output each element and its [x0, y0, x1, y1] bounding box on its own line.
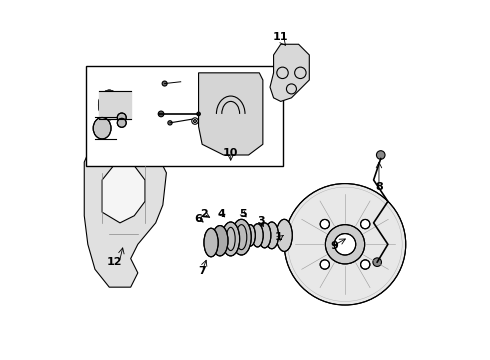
Circle shape: [373, 258, 381, 266]
Text: 10: 10: [223, 148, 239, 158]
Circle shape: [325, 225, 365, 264]
Polygon shape: [198, 73, 263, 155]
Ellipse shape: [232, 219, 251, 255]
Text: 11: 11: [273, 32, 289, 42]
Text: 7: 7: [198, 266, 206, 276]
Text: 4: 4: [218, 209, 226, 219]
Circle shape: [162, 81, 167, 86]
Ellipse shape: [252, 224, 263, 247]
Text: 5: 5: [240, 209, 247, 219]
Circle shape: [376, 151, 385, 159]
Circle shape: [158, 111, 164, 117]
Ellipse shape: [276, 219, 293, 251]
Ellipse shape: [93, 117, 111, 139]
Circle shape: [361, 220, 370, 229]
Circle shape: [320, 220, 329, 229]
Text: 3: 3: [257, 216, 265, 226]
Circle shape: [197, 112, 200, 116]
Ellipse shape: [212, 226, 228, 256]
Ellipse shape: [98, 90, 120, 120]
Circle shape: [361, 260, 370, 269]
Ellipse shape: [117, 118, 126, 127]
Circle shape: [168, 121, 172, 125]
Polygon shape: [102, 162, 145, 223]
Text: 2: 2: [200, 209, 208, 219]
Circle shape: [194, 120, 196, 122]
Text: 9: 9: [330, 241, 338, 251]
Ellipse shape: [204, 228, 218, 257]
Ellipse shape: [222, 222, 240, 256]
Text: 1: 1: [275, 232, 283, 242]
Ellipse shape: [265, 222, 279, 249]
Circle shape: [334, 234, 356, 255]
Polygon shape: [84, 126, 167, 287]
Circle shape: [284, 184, 406, 305]
Ellipse shape: [117, 113, 126, 122]
Circle shape: [320, 260, 329, 269]
Text: 8: 8: [375, 182, 383, 192]
Text: 12: 12: [107, 257, 122, 267]
Text: 6: 6: [195, 214, 202, 224]
Ellipse shape: [245, 225, 255, 246]
Bar: [86, 66, 283, 166]
Polygon shape: [270, 44, 309, 102]
Ellipse shape: [258, 223, 271, 248]
